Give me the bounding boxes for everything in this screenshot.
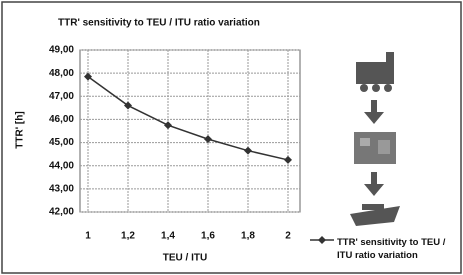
x-tick-label: 1,8	[241, 231, 255, 242]
y-tick-label: 47,00	[49, 91, 74, 102]
x-tick-label: 1,4	[161, 231, 175, 242]
legend-label: TTR' sensitivity to TEU / ITU ratio vari…	[337, 236, 457, 262]
y-tick-label: 43,00	[49, 183, 74, 194]
y-tick-label: 44,00	[49, 160, 74, 171]
chart-title: TTR' sensitivity to TEU / ITU ratio vari…	[58, 18, 260, 29]
y-tick-label: 48,00	[49, 68, 74, 79]
y-tick-label: 49,00	[49, 45, 74, 56]
y-tick-label: 46,00	[49, 114, 74, 125]
x-tick-label: 1,2	[121, 231, 135, 242]
x-tick-label: 1,6	[201, 231, 215, 242]
y-tick-label: 42,00	[49, 207, 74, 218]
chart: TTR' sensitivity to TEU / ITU ratio vari…	[0, 0, 463, 275]
y-axis-label: TTR' [h]	[15, 111, 26, 148]
plot-area	[80, 50, 300, 212]
x-axis-label: TEU / ITU	[163, 253, 207, 264]
page: TTR' sensitivity to TEU / ITU ratio vari…	[0, 0, 463, 275]
y-tick-label: 45,00	[49, 137, 74, 148]
x-tick-label: 1	[85, 231, 91, 242]
x-tick-label: 2	[285, 231, 291, 242]
terminal-icon	[354, 132, 396, 164]
